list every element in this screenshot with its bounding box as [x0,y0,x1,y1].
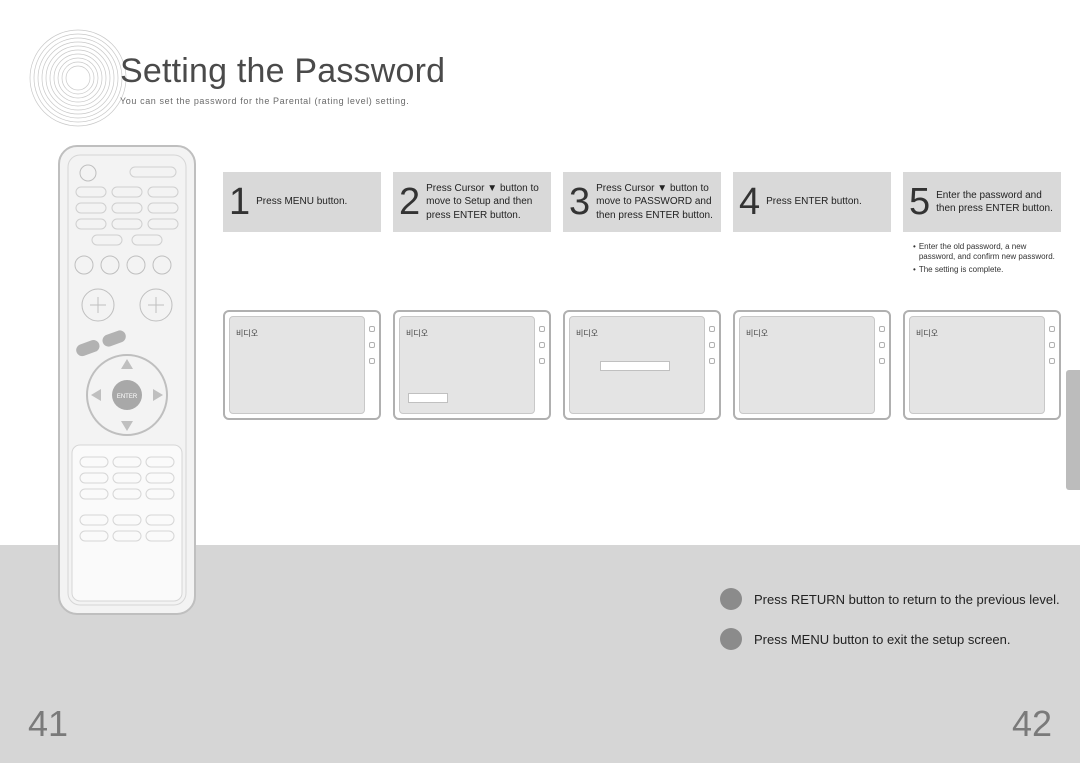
step-head: 2 Press Cursor ▼ button to move to Setup… [393,172,551,232]
step-number: 3 [569,183,590,221]
step-number: 4 [739,183,760,221]
step-number: 2 [399,183,420,221]
bullet-icon [720,588,742,610]
svg-text:ENTER: ENTER [117,394,138,400]
step-number: 1 [229,183,250,221]
step-5: 5 Enter the password and then press ENTE… [903,172,1061,420]
step-notes [223,232,381,310]
remote-illustration: ENTER [58,145,196,615]
page-title: Setting the Password [120,52,445,91]
step-head: 1 Press MENU button. [223,172,381,232]
tip-text: Press MENU button to exit the setup scre… [754,632,1011,647]
tv-label: 비디오 [406,329,428,338]
step-text: Press Cursor ▼ button to move to Setup a… [426,182,543,223]
tv-screen: 비디오 [563,310,721,420]
swirl-decoration [28,28,128,128]
bullet-icon [720,628,742,650]
step-number: 5 [909,183,930,221]
step-text: Press ENTER button. [766,195,862,209]
step-2: 2 Press Cursor ▼ button to move to Setup… [393,172,551,420]
tv-screen: 비디오 [903,310,1061,420]
step-text: Press Cursor ▼ button to move to PASSWOR… [596,182,713,223]
tip-text: Press RETURN button to return to the pre… [754,592,1060,607]
step-head: 4 Press ENTER button. [733,172,891,232]
page-subtitle: You can set the password for the Parenta… [120,96,409,106]
note-text: Enter the old password, a new password, … [919,242,1055,263]
step-notes [733,232,891,310]
step-notes: •Enter the old password, a new password,… [903,232,1061,310]
tip-return: Press RETURN button to return to the pre… [720,588,1060,610]
tip-menu: Press MENU button to exit the setup scre… [720,628,1060,650]
tips-block: Press RETURN button to return to the pre… [720,588,1060,650]
tv-screen: 비디오 [223,310,381,420]
step-notes [563,232,721,310]
step-3: 3 Press Cursor ▼ button to move to PASSW… [563,172,721,420]
step-text: Enter the password and then press ENTER … [936,189,1053,216]
step-head: 5 Enter the password and then press ENTE… [903,172,1061,232]
step-4: 4 Press ENTER button. 비디오 [733,172,891,420]
tv-label: 비디오 [576,329,598,338]
tv-screen: 비디오 [733,310,891,420]
tv-label: 비디오 [746,329,768,338]
side-tab [1066,370,1080,490]
tv-label: 비디오 [236,329,258,338]
tv-screen: 비디오 [393,310,551,420]
page-number-right: 42 [1012,703,1052,745]
page-number-left: 41 [28,703,68,745]
note-text: The setting is complete. [919,265,1003,275]
steps-row: 1 Press MENU button. 비디오 2 Press Cursor … [223,172,1061,420]
step-notes [393,232,551,310]
tv-label: 비디오 [916,329,938,338]
step-text: Press MENU button. [256,195,347,209]
step-1: 1 Press MENU button. 비디오 [223,172,381,420]
manual-page: Setting the Password You can set the pas… [0,0,1080,763]
step-head: 3 Press Cursor ▼ button to move to PASSW… [563,172,721,232]
